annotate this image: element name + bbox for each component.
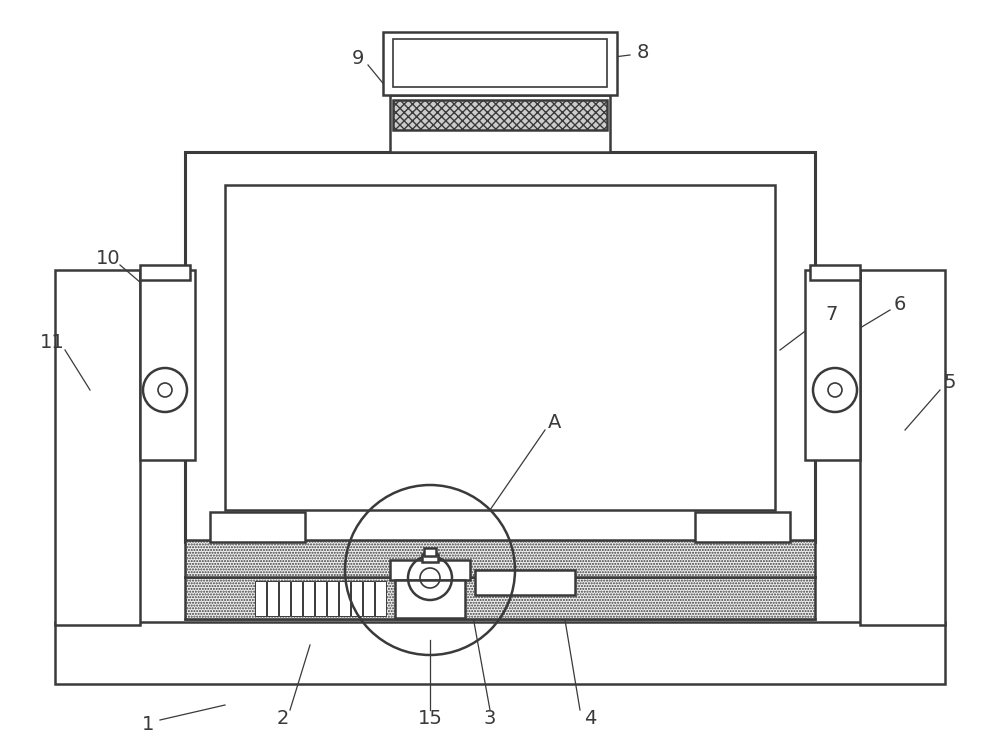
Bar — [393, 39, 607, 87]
Bar — [140, 270, 195, 460]
Text: 7: 7 — [826, 306, 838, 325]
Bar — [860, 270, 945, 625]
Bar — [210, 512, 305, 542]
Bar — [267, 581, 278, 616]
Bar — [422, 554, 438, 562]
Bar — [805, 270, 860, 460]
Text: 2: 2 — [277, 708, 289, 728]
Bar — [475, 570, 575, 595]
Bar — [390, 560, 470, 580]
Text: 9: 9 — [352, 48, 364, 67]
Bar — [393, 100, 607, 130]
Text: 11: 11 — [40, 332, 64, 352]
Text: 8: 8 — [637, 42, 649, 61]
Bar — [303, 581, 314, 616]
Bar — [255, 581, 266, 616]
Text: 4: 4 — [584, 708, 596, 728]
Bar — [390, 95, 610, 152]
Bar — [55, 270, 140, 625]
Bar — [395, 580, 465, 618]
Text: A: A — [548, 412, 562, 432]
Text: 1: 1 — [142, 716, 154, 735]
Bar — [55, 622, 945, 684]
Bar — [315, 581, 326, 616]
Bar — [424, 548, 436, 556]
Bar — [351, 581, 362, 616]
Bar — [185, 577, 815, 619]
Text: 3: 3 — [484, 708, 496, 728]
Bar — [363, 581, 374, 616]
Bar — [279, 581, 290, 616]
Bar — [185, 152, 815, 542]
Text: 5: 5 — [944, 374, 956, 393]
Text: 10: 10 — [96, 248, 120, 267]
Bar — [327, 581, 338, 616]
Bar — [695, 512, 790, 542]
Bar — [225, 185, 775, 510]
Bar — [383, 32, 617, 95]
Bar — [291, 581, 302, 616]
Bar — [375, 581, 386, 616]
Bar — [810, 265, 860, 280]
Text: 15: 15 — [418, 708, 442, 728]
Bar — [140, 265, 190, 280]
Bar — [185, 540, 815, 577]
Text: 6: 6 — [894, 295, 906, 315]
Bar — [339, 581, 350, 616]
